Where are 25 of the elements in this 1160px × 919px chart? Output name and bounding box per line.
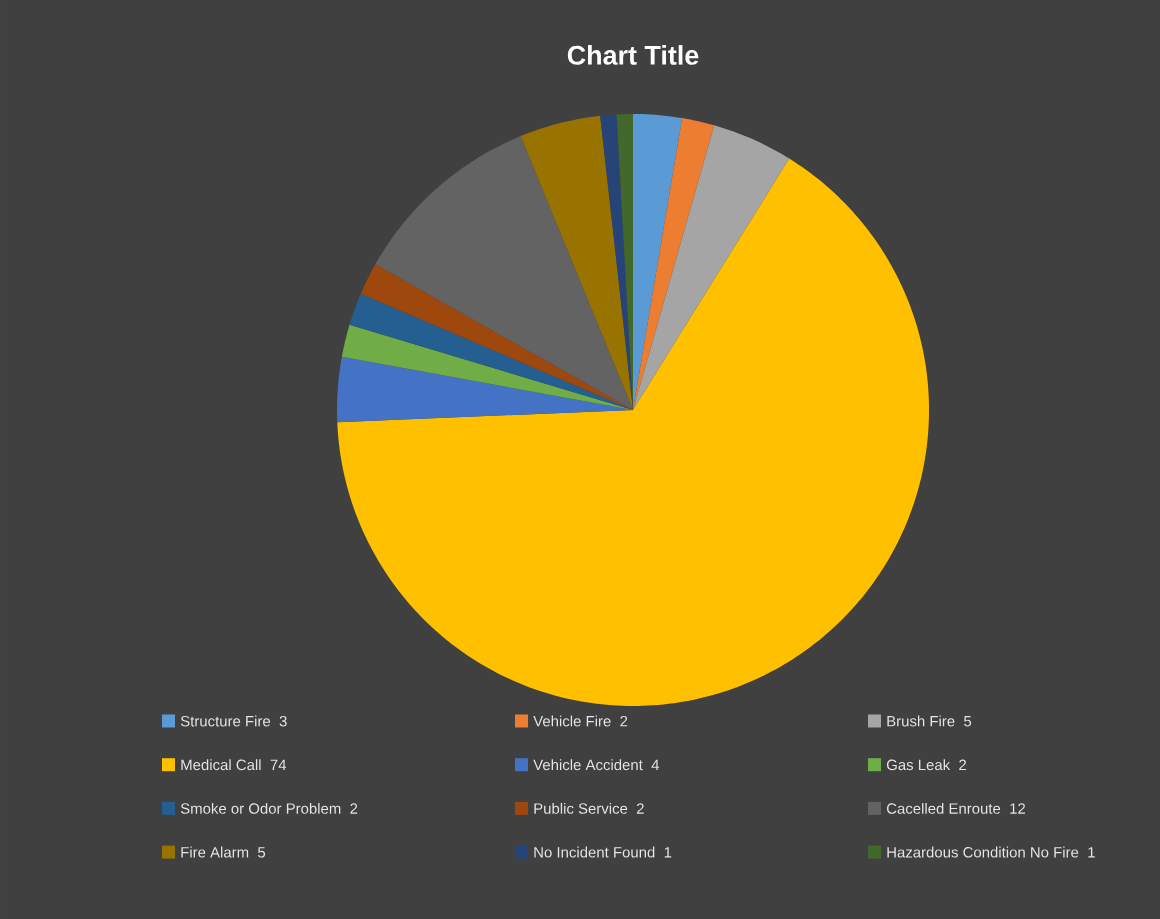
data-label: 2 — [620, 715, 628, 727]
legend-label: Cacelled Enroute — [886, 802, 1001, 814]
chart-title: Chart Title — [567, 45, 699, 65]
data-label: 2 — [350, 803, 358, 814]
data-label: 2 — [636, 803, 644, 814]
data-label: 3 — [279, 715, 287, 727]
legend-label: Fire Alarm — [181, 846, 249, 858]
data-label: 12 — [1010, 803, 1026, 814]
legend-label: Medical Call — [181, 759, 261, 771]
data-label: 5 — [964, 716, 972, 727]
data-label: 74 — [270, 759, 287, 771]
legend-label: Smoke or Odor Problem — [180, 802, 341, 814]
data-label: 1 — [664, 847, 672, 858]
legend-label: Vehicle Accident — [533, 759, 643, 771]
legend-label: Brush Fire — [887, 715, 955, 727]
legend-label: Gas Leak — [886, 759, 951, 771]
legend-label: Hazardous Condition No Fire — [887, 846, 1079, 858]
data-label: 4 — [651, 759, 660, 771]
legend-label: Public Service — [534, 802, 628, 814]
data-label: 5 — [258, 847, 266, 858]
legend-label: Structure Fire — [180, 715, 271, 727]
data-label: 2 — [959, 759, 967, 771]
data-label: 1 — [1088, 847, 1095, 858]
legend-label: No Incident Found — [534, 846, 655, 858]
legend-label: Vehicle Fire — [533, 715, 611, 727]
